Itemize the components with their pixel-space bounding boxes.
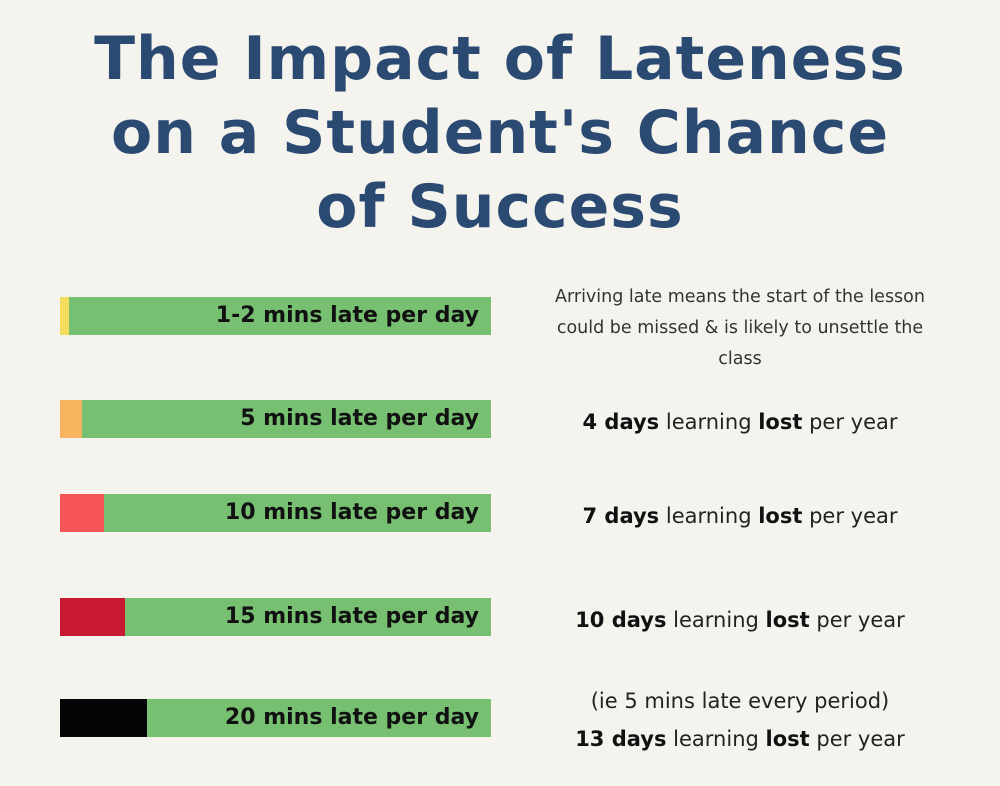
- lost-text: lost: [765, 727, 810, 751]
- bar-label: 5 mins late per day: [240, 406, 479, 431]
- description-1-2-mins: Arriving late means the start of the les…: [520, 282, 960, 375]
- days-lost: 4 days: [582, 410, 660, 434]
- description-line: could be missed & is likely to unsettle …: [556, 318, 924, 338]
- lateness-fill: [60, 494, 104, 532]
- per-year-text: per year: [816, 608, 905, 632]
- bar-label: 1-2 mins late per day: [215, 303, 479, 328]
- per-year-text: per year: [816, 727, 905, 751]
- title-line-1: The Impact of Lateness: [94, 24, 906, 94]
- bar-label: 10 mins late per day: [224, 500, 479, 525]
- learning-text: learning: [673, 608, 759, 632]
- days-lost: 7 days: [582, 504, 660, 528]
- lateness-bar-15-mins: 15 mins late per day: [60, 598, 491, 636]
- lateness-bar-1-2-mins: 1-2 mins late per day: [60, 297, 491, 335]
- period-note: (ie 5 mins late every period): [590, 689, 890, 713]
- days-lost: 13 days: [575, 727, 667, 751]
- lost-text: lost: [758, 410, 803, 434]
- description-10-mins: 7 days learning lost per year: [520, 497, 960, 535]
- per-year-text: per year: [809, 504, 898, 528]
- learning-text: learning: [665, 504, 752, 528]
- lateness-fill: [60, 699, 147, 737]
- lateness-fill: [60, 400, 82, 438]
- lateness-fill: [60, 598, 125, 636]
- days-lost-line: 13 days learning lost per year: [520, 720, 960, 758]
- bar-label: 20 mins late per day: [224, 705, 479, 730]
- lateness-bar-20-mins: 20 mins late per day: [60, 699, 491, 737]
- learning-text: learning: [673, 727, 759, 751]
- lost-text: lost: [758, 504, 803, 528]
- bar-label: 15 mins late per day: [224, 604, 479, 629]
- lost-text: lost: [765, 608, 810, 632]
- lateness-fill: [60, 297, 69, 335]
- lateness-bar-5-mins: 5 mins late per day: [60, 400, 491, 438]
- page-title: The Impact of Lateness on a Student's Ch…: [0, 22, 1000, 244]
- description-20-mins: (ie 5 mins late every period) 13 days le…: [520, 682, 960, 758]
- learning-text: learning: [665, 410, 752, 434]
- description-line: Arriving late means the start of the les…: [555, 287, 925, 307]
- per-year-text: per year: [809, 410, 898, 434]
- description-5-mins: 4 days learning lost per year: [520, 403, 960, 441]
- days-lost: 10 days: [575, 608, 667, 632]
- lateness-bar-10-mins: 10 mins late per day: [60, 494, 491, 532]
- description-15-mins: 10 days learning lost per year: [520, 601, 960, 639]
- title-line-2: on a Student's Chance: [110, 98, 890, 168]
- description-line: class: [718, 349, 762, 369]
- title-line-3: of Success: [316, 172, 684, 242]
